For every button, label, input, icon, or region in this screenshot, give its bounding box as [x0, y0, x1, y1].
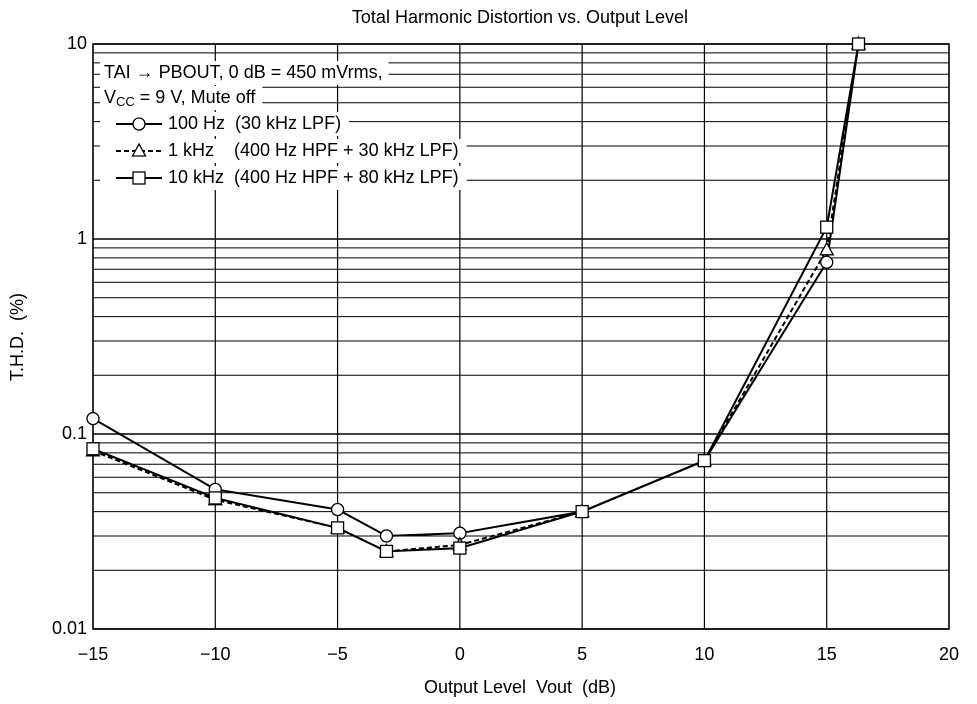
- marker: [208, 491, 222, 505]
- y-tick-label: 0.1: [62, 423, 87, 443]
- marker: [851, 37, 866, 51]
- x-tick-label: −5: [327, 644, 348, 664]
- marker: [330, 521, 345, 535]
- marker: [330, 502, 345, 517]
- marker: [132, 117, 146, 131]
- marker: [575, 504, 589, 519]
- y-tick-label: 0.01: [52, 618, 87, 638]
- legend-label: 100 Hz (30 kHz LPF): [168, 113, 341, 133]
- legend-bg: [100, 139, 467, 163]
- x-tick-label: −15: [78, 644, 109, 664]
- legend-bg: [100, 86, 263, 110]
- marker: [379, 529, 394, 543]
- x-tick-label: 10: [694, 644, 714, 664]
- legend-label: 10 kHz (400 Hz HPF + 80 kHz LPF): [168, 167, 459, 187]
- chart-title: Total Harmonic Distortion vs. Output Lev…: [352, 7, 688, 27]
- marker: [131, 142, 147, 157]
- marker: [697, 454, 712, 468]
- x-tick-label: 5: [577, 644, 587, 664]
- annotation: TAI → PBOUT, 0 dB = 450 mVrms,: [104, 62, 383, 82]
- x-axis-label: Output Level Vout (dB): [424, 677, 616, 697]
- marker: [820, 255, 834, 269]
- x-tick-label: 0: [455, 644, 465, 664]
- x-tick-label: 20: [939, 644, 959, 664]
- marker: [820, 220, 834, 234]
- marker: [453, 541, 467, 555]
- y-tick-label: 10: [67, 33, 87, 53]
- marker: [379, 544, 394, 559]
- legend: TAI → PBOUT, 0 dB = 450 mVrms, VCC = 9 V,…: [100, 61, 467, 190]
- x-tick-label: 15: [817, 644, 837, 664]
- annotation: VCC = 9 V, Mute off: [104, 87, 256, 110]
- annotation-part: = 9 V, Mute off: [135, 87, 257, 107]
- annotation-part: V: [104, 87, 116, 107]
- x-tick-label: −10: [200, 644, 231, 664]
- marker: [86, 442, 100, 456]
- marker: [819, 241, 835, 256]
- annotation-part: CC: [116, 94, 135, 109]
- legend-bg: [100, 61, 389, 85]
- marker: [86, 411, 100, 426]
- y-tick-label: 1: [77, 228, 87, 248]
- legend-label: 1 kHz (400 Hz HPF + 30 kHz LPF): [168, 140, 459, 160]
- marker: [132, 171, 146, 185]
- plot-frame: [92, 43, 950, 630]
- y-axis-label: T.H.D. (%): [7, 293, 27, 381]
